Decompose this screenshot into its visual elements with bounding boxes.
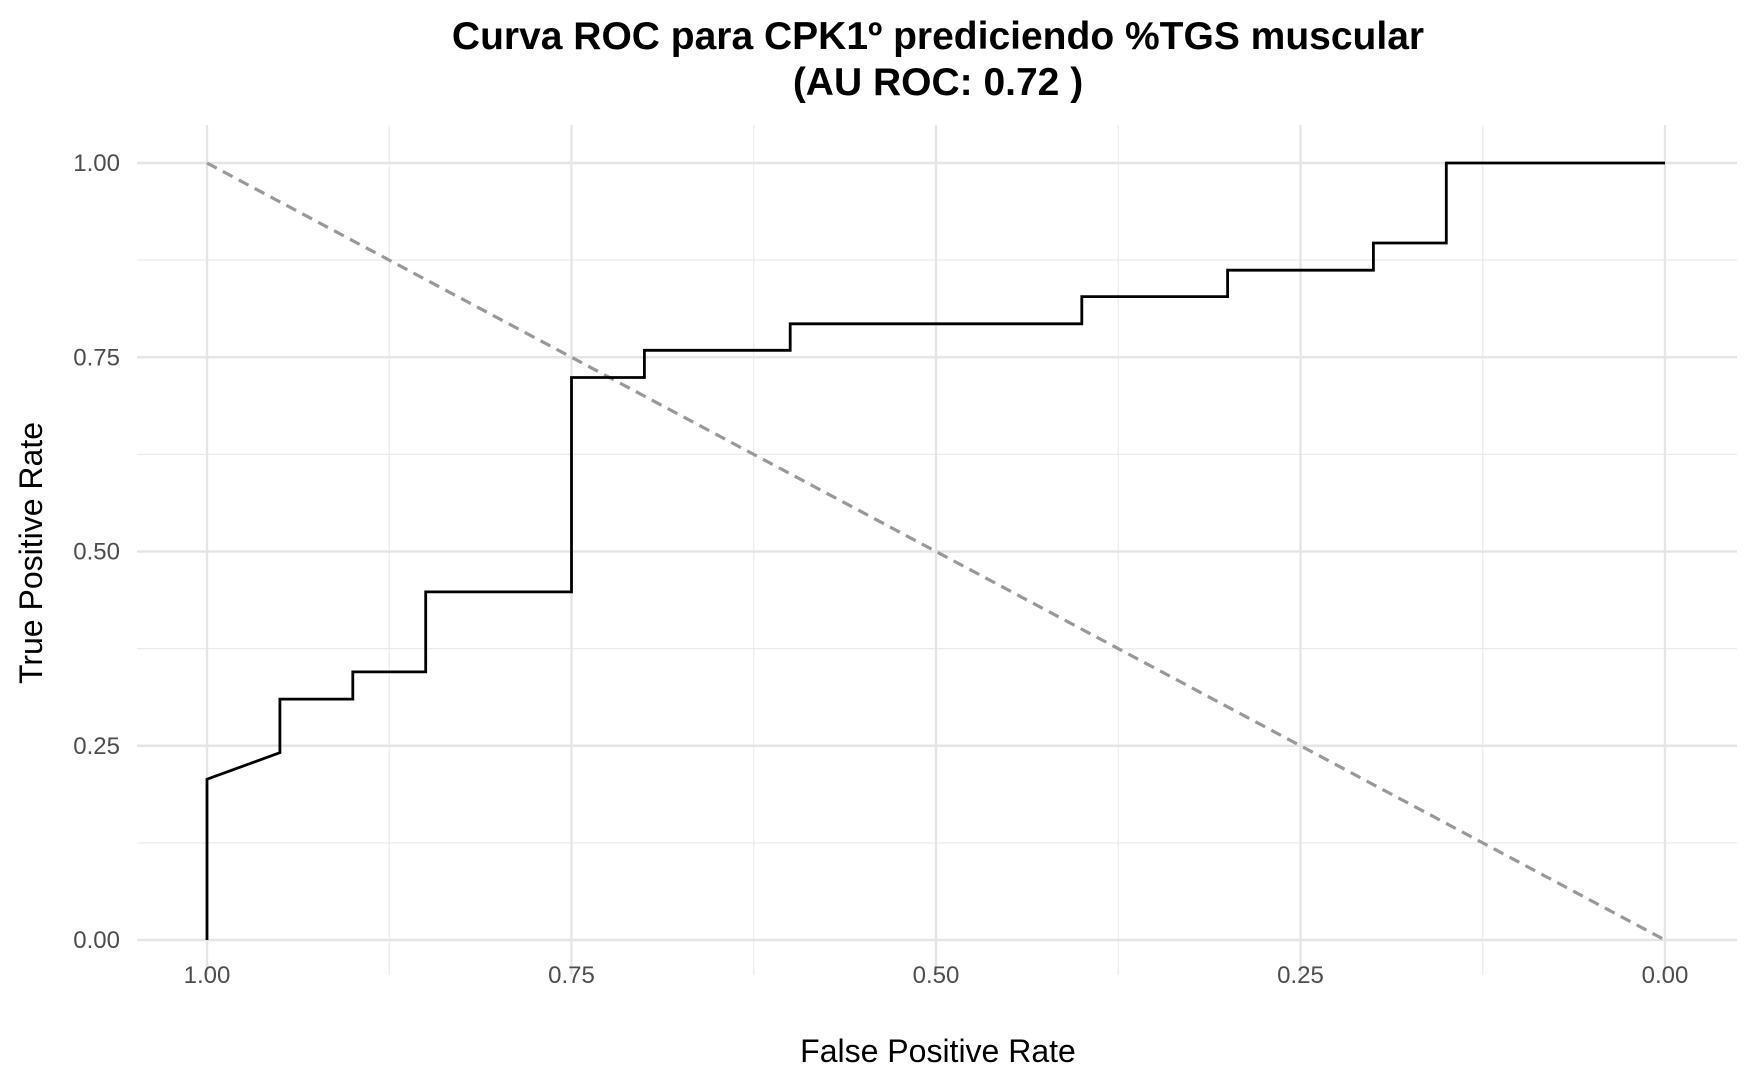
- x-axis-title: False Positive Rate: [800, 1033, 1076, 1069]
- y-axis-title: True Positive Rate: [13, 422, 49, 684]
- chart-title: Curva ROC para CPK1º prediciendo %TGS mu…: [452, 15, 1424, 58]
- x-tick-label: 0.75: [548, 962, 595, 989]
- y-tick-label: 1.00: [73, 150, 120, 177]
- y-tick-label: 0.00: [73, 927, 120, 954]
- x-tick-label: 0.25: [1277, 962, 1324, 989]
- grid-lines: [137, 125, 1737, 975]
- chart-subtitle: (AU ROC: 0.72 ): [793, 61, 1083, 104]
- y-tick-label: 0.75: [73, 344, 120, 371]
- x-tick-label: 0.50: [913, 962, 960, 989]
- y-tick-label: 0.25: [73, 733, 120, 760]
- y-tick-label: 0.50: [73, 539, 120, 566]
- reference-diagonal-line: [206, 161, 1666, 942]
- roc-curve-line: [205, 161, 1665, 940]
- series-layer: [205, 161, 1666, 942]
- x-tick-label: 1.00: [184, 962, 231, 989]
- tick-labels: 1.00 0.75 0.50 0.25 0.00 0.00 0.25 0.50 0.75 1.00: [73, 150, 1688, 989]
- x-tick-label: 0.00: [1642, 962, 1689, 989]
